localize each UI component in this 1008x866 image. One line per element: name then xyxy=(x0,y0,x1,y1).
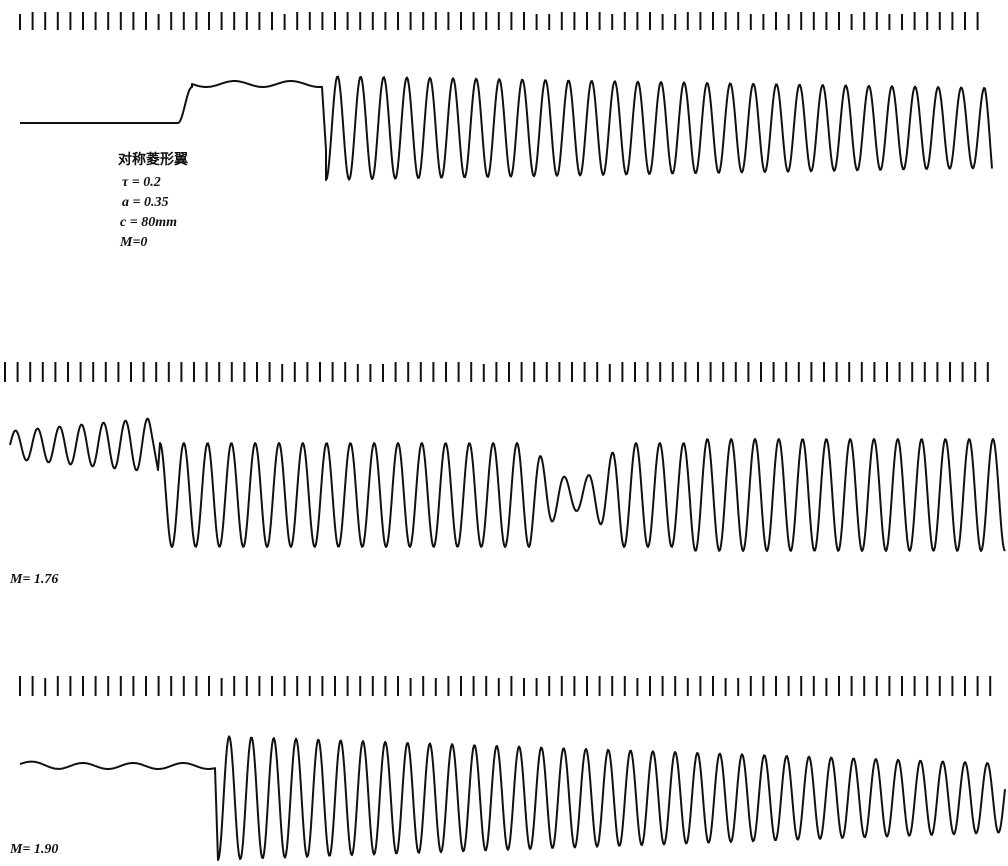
mach-label: M= 1.90 xyxy=(9,842,58,857)
wing-label: 对称菱形翼 xyxy=(118,151,188,168)
param-label: τ = 0.2 xyxy=(122,175,161,190)
trace xyxy=(10,419,1005,551)
page: 对称菱形翼 τ = 0.2 a = 0.35 c = 80mm M=0 M= 1… xyxy=(0,0,1008,866)
figure: 对称菱形翼 τ = 0.2 a = 0.35 c = 80mm M=0 M= 1… xyxy=(0,0,1008,866)
param-label: a = 0.35 xyxy=(122,195,168,210)
param-label: c = 80mm xyxy=(120,215,177,230)
mach-label: M=0 xyxy=(119,235,147,250)
mach-label: M= 1.76 xyxy=(9,572,58,587)
timing-marks xyxy=(5,12,990,696)
trace xyxy=(20,736,1005,860)
